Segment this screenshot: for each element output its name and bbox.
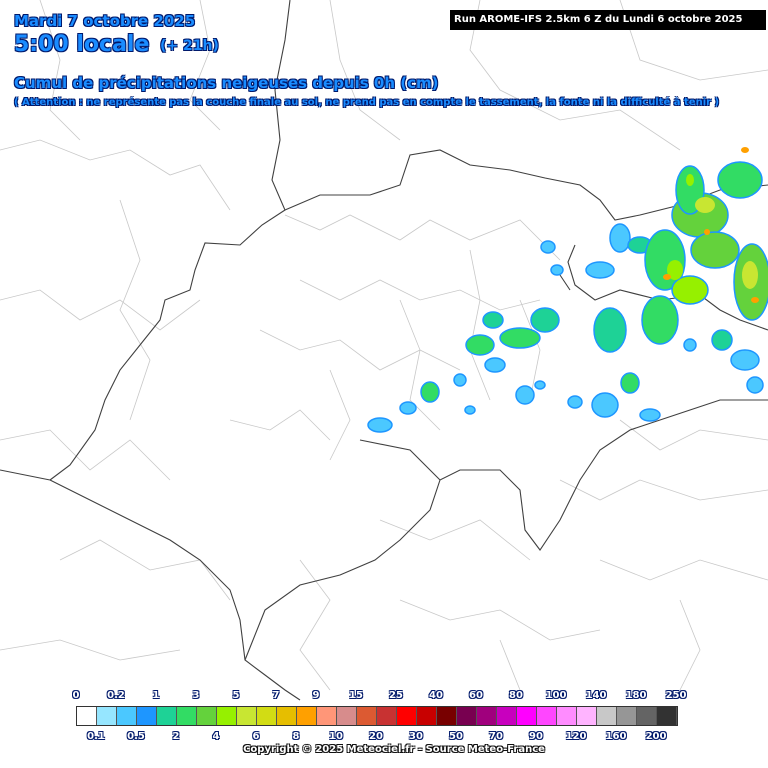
scale-swatch (337, 707, 357, 725)
scale-label-top: 5 (232, 690, 240, 701)
scale-label-bottom: 0.5 (127, 731, 145, 742)
scale-swatch (517, 707, 537, 725)
scale-swatch (537, 707, 557, 725)
scale-swatch (197, 707, 217, 725)
scale-swatch (297, 707, 317, 725)
scale-label-top: 140 (585, 690, 607, 701)
scale-label-bottom: 4 (212, 731, 220, 742)
scale-swatch (497, 707, 517, 725)
scale-swatch (137, 707, 157, 725)
copyright-notice: Copyright © 2025 Meteociel.fr - Source M… (243, 744, 545, 755)
scale-label-bottom: 8 (292, 731, 300, 742)
scale-swatch (657, 707, 677, 725)
scale-label-top: 3 (192, 690, 200, 701)
scale-label-bottom: 10 (329, 731, 343, 742)
scale-swatch (317, 707, 337, 725)
scale-label-bottom: 6 (252, 731, 260, 742)
scale-swatch (237, 707, 257, 725)
scale-label-top: 1 (152, 690, 160, 701)
scale-label-top: 0 (72, 690, 80, 701)
scale-swatch (157, 707, 177, 725)
scale-label-top: 180 (625, 690, 647, 701)
scale-label-bottom: 120 (565, 731, 587, 742)
scale-swatch (357, 707, 377, 725)
scale-label-bottom: 50 (449, 731, 463, 742)
scale-swatch (177, 707, 197, 725)
scale-swatch (97, 707, 117, 725)
scale-swatch (637, 707, 657, 725)
scale-label-top: 100 (545, 690, 567, 701)
scale-label-bottom: 20 (369, 731, 383, 742)
scale-swatch (417, 707, 437, 725)
scale-label-bottom: 0.1 (87, 731, 105, 742)
scale-swatch (617, 707, 637, 725)
scale-swatch (437, 707, 457, 725)
scale-swatch (277, 707, 297, 725)
scale-label-bottom: 90 (529, 731, 543, 742)
scale-label-top: 60 (469, 690, 483, 701)
national-borders (0, 0, 768, 701)
scale-swatch (457, 707, 477, 725)
scale-swatch (557, 707, 577, 725)
scale-label-top: 40 (429, 690, 443, 701)
forecast-date: Mardi 7 octobre 2025 (14, 12, 196, 30)
scale-label-top: 15 (349, 690, 363, 701)
scale-label-top: 7 (272, 690, 280, 701)
scale-label-bottom: 2 (172, 731, 180, 742)
scale-swatch (377, 707, 397, 725)
scale-swatch (477, 707, 497, 725)
scale-label-top: 25 (389, 690, 403, 701)
scale-label-bottom: 30 (409, 731, 423, 742)
scale-swatch (597, 707, 617, 725)
scale-label-bottom: 70 (489, 731, 503, 742)
scale-label-top: 0.2 (107, 690, 125, 701)
model-run-banner: Run AROME-IFS 2.5km 6 Z du Lundi 6 octob… (450, 10, 766, 30)
snow-field (367, 147, 768, 433)
scale-label-top: 9 (312, 690, 320, 701)
scale-swatch (217, 707, 237, 725)
scale-label-bottom: 160 (605, 731, 627, 742)
regional-borders (0, 0, 768, 691)
scale-label-top: 250 (665, 690, 687, 701)
scale-swatch (77, 707, 97, 725)
map-disclaimer: ( Attention : ne représente pas la couch… (14, 97, 720, 108)
scale-label-top: 80 (509, 690, 523, 701)
color-scale-bar (76, 706, 678, 726)
map-title: Cumul de précipitations neigeuses depuis… (14, 74, 439, 92)
forecast-time: 5:00 locale (14, 32, 150, 57)
scale-label-bottom: 200 (645, 731, 667, 742)
scale-swatch (397, 707, 417, 725)
scale-swatch (577, 707, 597, 725)
scale-swatch (257, 707, 277, 725)
forecast-lead-time: (+ 21h) (160, 38, 219, 54)
scale-swatch (117, 707, 137, 725)
